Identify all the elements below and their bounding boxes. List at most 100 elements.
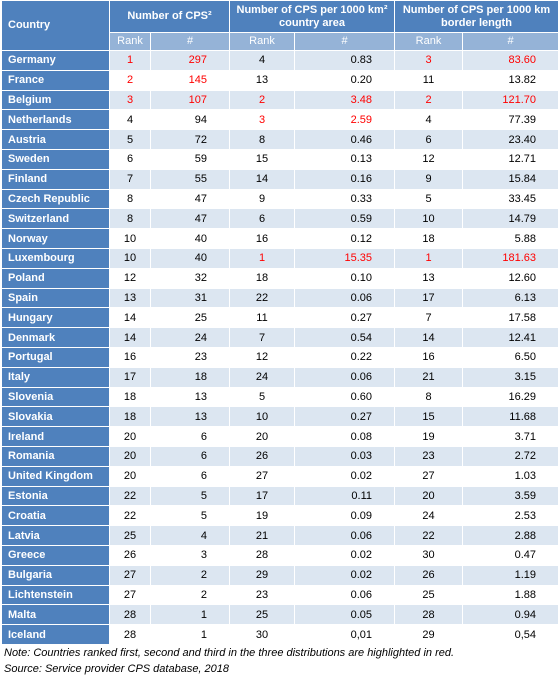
rank-cell: 30 xyxy=(394,544,463,566)
header-line: Number of CPS per 1000 km xyxy=(402,3,551,16)
rank-cell: 29 xyxy=(394,624,463,645)
rank-cell: 30 xyxy=(229,624,295,645)
value-cell: 0.54 xyxy=(294,327,395,348)
sub-header: Rank xyxy=(229,32,295,51)
rank-cell: 19 xyxy=(394,426,463,447)
rank-cell: 16 xyxy=(394,346,463,368)
header-line: country area xyxy=(278,16,346,29)
value-cell: 31 xyxy=(150,287,230,309)
value-cell: 0,01 xyxy=(294,624,395,645)
rank-cell: 23 xyxy=(394,445,463,467)
country-cell: Spain xyxy=(1,287,110,309)
value-cell: 1.19 xyxy=(462,564,559,586)
table-row: Slovakia 18 13 10 0.27 15 11.68 xyxy=(1,406,559,428)
value-cell: 40 xyxy=(150,247,230,269)
rank-cell: 4 xyxy=(229,50,295,71)
header-row: Rank # Rank # Rank # xyxy=(2,32,559,51)
table-row: Portugal 16 23 12 0.22 16 6.50 xyxy=(1,346,559,368)
table-row: France 2 145 13 0.20 11 13.82 xyxy=(1,69,559,91)
value-cell: 0.05 xyxy=(294,604,395,626)
rank-cell: 21 xyxy=(229,525,295,546)
rank-cell: 1 xyxy=(229,247,295,269)
value-cell: 3.59 xyxy=(462,485,559,507)
rank-cell: 10 xyxy=(109,228,151,249)
value-cell: 0.06 xyxy=(294,366,395,388)
rank-cell: 6 xyxy=(109,148,151,170)
value-cell: 14.79 xyxy=(462,208,559,230)
rank-cell: 17 xyxy=(109,366,151,388)
value-cell: 94 xyxy=(150,109,230,131)
country-cell: Lichtenstein xyxy=(1,584,110,606)
rank-cell: 12 xyxy=(229,346,295,368)
rank-cell: 12 xyxy=(394,148,463,170)
value-cell: 0.83 xyxy=(294,50,395,71)
value-cell: 6.13 xyxy=(462,287,559,309)
rank-cell: 22 xyxy=(394,525,463,546)
rank-cell: 3 xyxy=(229,109,295,131)
country-cell: France xyxy=(1,69,110,91)
table-row: Romania 20 6 26 0.03 23 2.72 xyxy=(1,445,559,467)
rank-cell: 3 xyxy=(394,50,463,71)
value-cell: 297 xyxy=(150,50,230,71)
table-row: Ireland 20 6 20 0.08 19 3.71 xyxy=(1,426,559,447)
value-cell: 0.09 xyxy=(294,505,395,527)
value-cell: 0.02 xyxy=(294,544,395,566)
value-cell: 0.13 xyxy=(294,148,395,170)
country-cell: Slovakia xyxy=(1,406,110,428)
rank-cell: 13 xyxy=(109,287,151,309)
rank-cell: 18 xyxy=(229,267,295,289)
rank-cell: 22 xyxy=(109,505,151,527)
rank-cell: 23 xyxy=(229,584,295,606)
rank-cell: 18 xyxy=(109,406,151,428)
rank-cell: 25 xyxy=(109,525,151,546)
value-cell: 0.20 xyxy=(294,69,395,91)
rank-cell: 10 xyxy=(109,247,151,269)
table-row: Poland 12 32 18 0.10 13 12.60 xyxy=(1,267,559,289)
rank-cell: 19 xyxy=(229,505,295,527)
rank-cell: 7 xyxy=(394,307,463,329)
rank-cell: 18 xyxy=(109,386,151,408)
rank-cell: 8 xyxy=(394,386,463,408)
value-cell: 0.46 xyxy=(294,129,395,150)
rank-cell: 26 xyxy=(394,564,463,586)
rank-cell: 25 xyxy=(394,584,463,606)
rank-cell: 2 xyxy=(229,89,295,111)
value-cell: 24 xyxy=(150,327,230,348)
rank-cell: 17 xyxy=(229,485,295,507)
rank-cell: 4 xyxy=(394,109,463,131)
value-cell: 59 xyxy=(150,148,230,170)
sub-header: Rank xyxy=(394,32,463,51)
rank-cell: 15 xyxy=(229,148,295,170)
group-header: Number of CPS per 1000 km border length xyxy=(394,0,559,33)
header-cell: Country xyxy=(1,0,110,51)
table-row: Greece 26 3 28 0.02 30 0.47 xyxy=(1,544,559,566)
rank-cell: 22 xyxy=(229,287,295,309)
table-row: Norway 10 40 16 0.12 18 5.88 xyxy=(1,228,559,249)
country-cell: Hungary xyxy=(1,307,110,329)
rank-cell: 5 xyxy=(229,386,295,408)
value-cell: 2 xyxy=(150,584,230,606)
value-cell: 3.71 xyxy=(462,426,559,447)
country-cell: Luxembourg xyxy=(1,247,110,269)
rank-cell: 20 xyxy=(229,426,295,447)
rank-cell: 24 xyxy=(229,366,295,388)
value-cell: 0.27 xyxy=(294,406,395,428)
rank-cell: 10 xyxy=(394,208,463,230)
rank-cell: 6 xyxy=(229,208,295,230)
value-cell: 3.15 xyxy=(462,366,559,388)
rank-cell: 21 xyxy=(394,366,463,388)
value-cell: 17.58 xyxy=(462,307,559,329)
value-cell: 0.06 xyxy=(294,287,395,309)
country-cell: Norway xyxy=(1,228,110,249)
rank-cell: 7 xyxy=(229,327,295,348)
table-row: United Kingdom 20 6 27 0.02 27 1.03 xyxy=(1,465,559,487)
value-cell: 1.03 xyxy=(462,465,559,487)
value-cell: 0.33 xyxy=(294,188,395,210)
rank-cell: 26 xyxy=(109,544,151,566)
header-line: Number of CPS² xyxy=(127,10,212,22)
value-cell: 5 xyxy=(150,485,230,507)
table-row: Estonia 22 5 17 0.11 20 3.59 xyxy=(1,485,559,507)
table-body: Germany 1 297 4 0.83 3 83.60 France 2 145 13 0.20 11… xyxy=(1,50,559,645)
rank-cell: 11 xyxy=(229,307,295,329)
